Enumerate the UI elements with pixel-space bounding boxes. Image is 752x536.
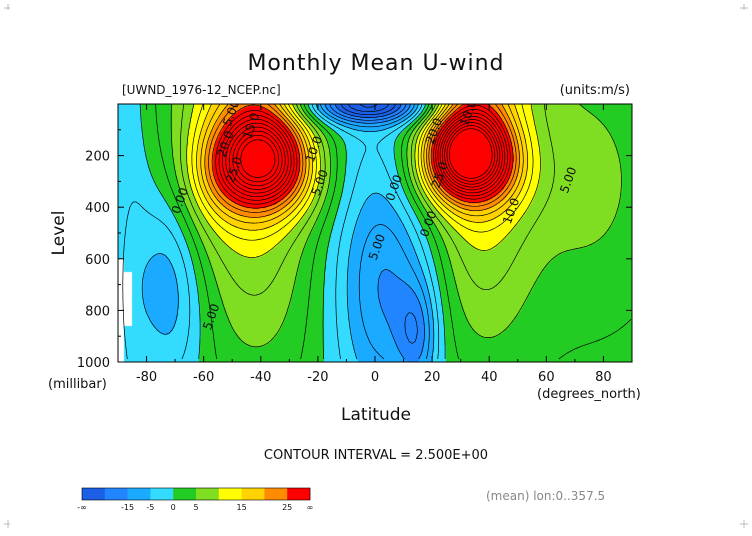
contour-line [240, 128, 493, 179]
chart-subtitle-left: [UWND_1976-12_NCEP.nc] [122, 83, 281, 97]
contour-line [170, 104, 622, 348]
colorbar-frame [81, 487, 311, 501]
contour-line [225, 115, 503, 194]
contour-line [200, 104, 524, 224]
contour-line [211, 104, 514, 209]
x-tick-label: 20 [424, 370, 441, 385]
contour-line [218, 109, 508, 201]
y-axis: 200 400 600 800 1000 [77, 129, 632, 371]
contour-line [191, 104, 534, 241]
colorbar-swatch [241, 488, 265, 500]
crop-marks [4, 4, 748, 528]
colorbar-label: -5 [146, 503, 154, 512]
colorbar-label: -∞ [77, 503, 87, 512]
contour-line [228, 119, 501, 190]
contour-line [236, 125, 496, 183]
contour-interval-text: CONTOUR INTERVAL = 2.500E+00 [264, 448, 488, 463]
contour-line [122, 104, 440, 360]
chart-title: Monthly Mean U-wind [247, 51, 504, 76]
x-tick-label: -80 [136, 370, 157, 385]
footer-text: (mean) lon:0..357.5 [486, 489, 605, 503]
contour-line [208, 104, 517, 213]
y-tick-label: 200 [85, 150, 110, 165]
colorbar-label: 5 [193, 503, 198, 512]
contour-field [118, 104, 632, 362]
y-tick-label: 800 [85, 304, 110, 319]
contour-line [232, 122, 498, 187]
contour-line [141, 104, 435, 360]
x-tick-label: -60 [193, 370, 214, 385]
x-axis-units: (degrees_north) [537, 387, 641, 402]
y-tick-label: 600 [85, 253, 110, 268]
colorbar-swatch [82, 488, 106, 500]
colorbar-label: 15 [237, 503, 247, 512]
x-axis: -80 -60 -40 -20 0 20 40 60 80 [117, 104, 633, 385]
colorbar-swatch [150, 488, 174, 500]
x-tick-label: 80 [595, 370, 612, 385]
x-tick-label: -20 [307, 370, 328, 385]
contour-line [179, 104, 555, 296]
contour-line [320, 104, 430, 360]
y-axis-label: Level [49, 211, 69, 256]
contour-lines [122, 104, 632, 360]
x-tick-label: -40 [250, 370, 271, 385]
contour-line [334, 104, 402, 118]
colorbar-swatch [104, 488, 128, 500]
contour-line [204, 104, 520, 218]
contour-line [340, 104, 396, 116]
colorbar-swatch [264, 488, 288, 500]
contour-line [215, 104, 511, 205]
colorbar: -∞ -15 -5 0 5 15 25 ∞ [77, 487, 314, 512]
x-tick-label: 60 [538, 370, 555, 385]
x-tick-label: 40 [481, 370, 498, 385]
colorbar-label: ∞ [307, 503, 314, 512]
contour-line [222, 112, 506, 198]
contour-line [139, 104, 446, 360]
contour-line [155, 104, 632, 360]
colorbar-label: -15 [121, 503, 134, 512]
colorbar-label: 25 [282, 503, 292, 512]
contour-line [329, 104, 418, 344]
x-tick-label: 0 [371, 370, 379, 385]
y-tick-label: 400 [85, 201, 110, 216]
colorbar-swatch [287, 488, 311, 500]
colorbar-label: 0 [171, 503, 176, 512]
y-tick-label: 1000 [77, 356, 110, 371]
colorbar-swatch [127, 488, 151, 500]
colorbar-swatch [218, 488, 242, 500]
contour-line [196, 104, 529, 231]
colorbar-swatch [196, 488, 220, 500]
contour-line [348, 104, 389, 112]
plot-area: 5.0015.020.025.010.05.000.005.000.005.00… [118, 104, 632, 362]
colorbar-swatch [173, 488, 197, 500]
x-axis-label: Latitude [341, 405, 411, 425]
contour-line [186, 104, 541, 258]
y-axis-units: (millibar) [48, 377, 107, 392]
chart-subtitle-right: (units:m/s) [560, 83, 630, 98]
